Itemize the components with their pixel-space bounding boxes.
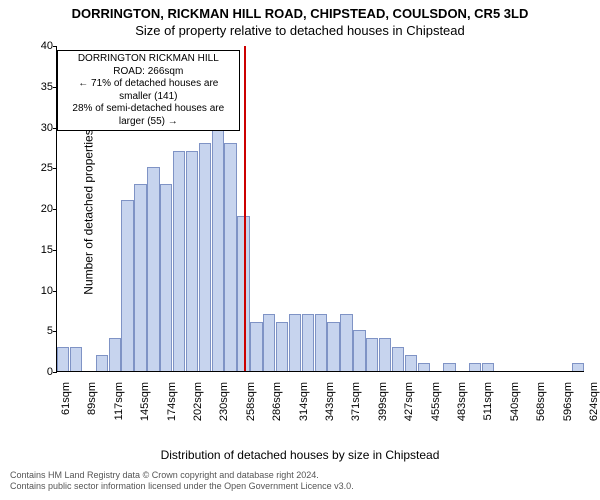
histogram-bar: [57, 347, 69, 371]
x-tick-label: 61sqm: [60, 382, 72, 415]
histogram-bar: [134, 184, 146, 371]
annotation-line-1: DORRINGTON RICKMAN HILL ROAD: 266sqm: [62, 53, 235, 78]
histogram-bar: [263, 314, 275, 371]
histogram-bar: [173, 151, 185, 371]
histogram-bar: [70, 347, 82, 371]
histogram-bar: [276, 322, 288, 371]
histogram-bar: [340, 314, 352, 371]
histogram-bar: [121, 200, 133, 371]
annotation-box: DORRINGTON RICKMAN HILL ROAD: 266sqm ← 7…: [57, 50, 240, 131]
x-tick-label: 540sqm: [509, 382, 521, 421]
x-tick-label: 117sqm: [113, 382, 125, 420]
histogram-bar: [109, 338, 121, 371]
histogram-bar: [469, 363, 481, 371]
y-tick-mark: [53, 128, 57, 129]
histogram-bar: [250, 322, 262, 371]
histogram-bar: [482, 363, 494, 371]
x-tick-label: 399sqm: [377, 382, 389, 421]
y-tick-label: 20: [23, 203, 53, 215]
x-tick-label: 427sqm: [403, 382, 415, 421]
x-tick-label: 202sqm: [192, 382, 204, 421]
histogram-bar: [147, 167, 159, 371]
x-tick-label: 286sqm: [271, 382, 283, 421]
x-tick-container: 61sqm 89sqm 117sqm 145sqm 174sqm 202sqm 230sqm…: [10, 382, 590, 448]
x-tick-label: 371sqm: [350, 382, 362, 421]
y-tick-mark: [53, 209, 57, 210]
histogram-bar: [443, 363, 455, 371]
y-tick-mark: [53, 46, 57, 47]
x-tick-label: 258sqm: [245, 382, 257, 421]
y-tick-label: 10: [23, 285, 53, 297]
chart-container: Number of detached properties DORRINGTON…: [10, 42, 590, 382]
page-title-address: DORRINGTON, RICKMAN HILL ROAD, CHIPSTEAD…: [0, 6, 600, 21]
histogram-bar: [315, 314, 327, 371]
histogram-bar: [327, 322, 339, 371]
plot-area: DORRINGTON RICKMAN HILL ROAD: 266sqm ← 7…: [56, 46, 584, 372]
y-tick-label: 40: [23, 40, 53, 52]
histogram-bar: [366, 338, 378, 371]
y-tick-mark: [53, 372, 57, 373]
x-tick-label: 145sqm: [139, 382, 151, 421]
histogram-bar: [199, 143, 211, 371]
x-tick-label: 230sqm: [218, 382, 230, 421]
histogram-bar: [379, 338, 391, 371]
histogram-bar: [302, 314, 314, 371]
histogram-bar: [418, 363, 430, 371]
y-tick-mark: [53, 331, 57, 332]
footer-line-1: Contains HM Land Registry data © Crown c…: [10, 470, 590, 481]
y-tick-label: 0: [23, 366, 53, 378]
x-axis-label: Distribution of detached houses by size …: [0, 448, 600, 462]
histogram-bar: [289, 314, 301, 371]
y-tick-label: 35: [23, 81, 53, 93]
histogram-bar: [96, 355, 108, 371]
annotation-line-2: ← 71% of detached houses are smaller (14…: [62, 78, 235, 103]
x-tick-label: 624sqm: [588, 382, 600, 421]
y-tick-mark: [53, 87, 57, 88]
x-tick-label: 596sqm: [562, 382, 574, 421]
histogram-bar: [572, 363, 584, 371]
y-tick-mark: [53, 168, 57, 169]
x-tick-label: 89sqm: [86, 382, 98, 415]
y-tick-label: 15: [23, 244, 53, 256]
x-tick-label: 343sqm: [324, 382, 336, 421]
y-tick-label: 5: [23, 325, 53, 337]
y-tick-mark: [53, 291, 57, 292]
histogram-bar: [392, 347, 404, 371]
footer-attribution: Contains HM Land Registry data © Crown c…: [10, 470, 590, 493]
x-tick-label: 483sqm: [456, 382, 468, 421]
x-tick-label: 511sqm: [482, 382, 494, 420]
y-tick-label: 25: [23, 162, 53, 174]
x-tick-label: 568sqm: [535, 382, 547, 421]
page-subtitle: Size of property relative to detached ho…: [0, 23, 600, 38]
y-tick-label: 30: [23, 122, 53, 134]
x-tick-label: 314sqm: [298, 382, 310, 421]
y-tick-mark: [53, 250, 57, 251]
histogram-bar: [160, 184, 172, 371]
x-tick-label: 174sqm: [166, 382, 178, 421]
reference-line: [244, 46, 246, 371]
histogram-bar: [186, 151, 198, 371]
annotation-line-3: 28% of semi-detached houses are larger (…: [62, 103, 235, 128]
x-tick-label: 455sqm: [430, 382, 442, 421]
histogram-bar: [212, 118, 224, 371]
histogram-bar: [224, 143, 236, 371]
histogram-bar: [405, 355, 417, 371]
histogram-bar: [353, 330, 365, 371]
footer-line-2: Contains public sector information licen…: [10, 481, 590, 492]
